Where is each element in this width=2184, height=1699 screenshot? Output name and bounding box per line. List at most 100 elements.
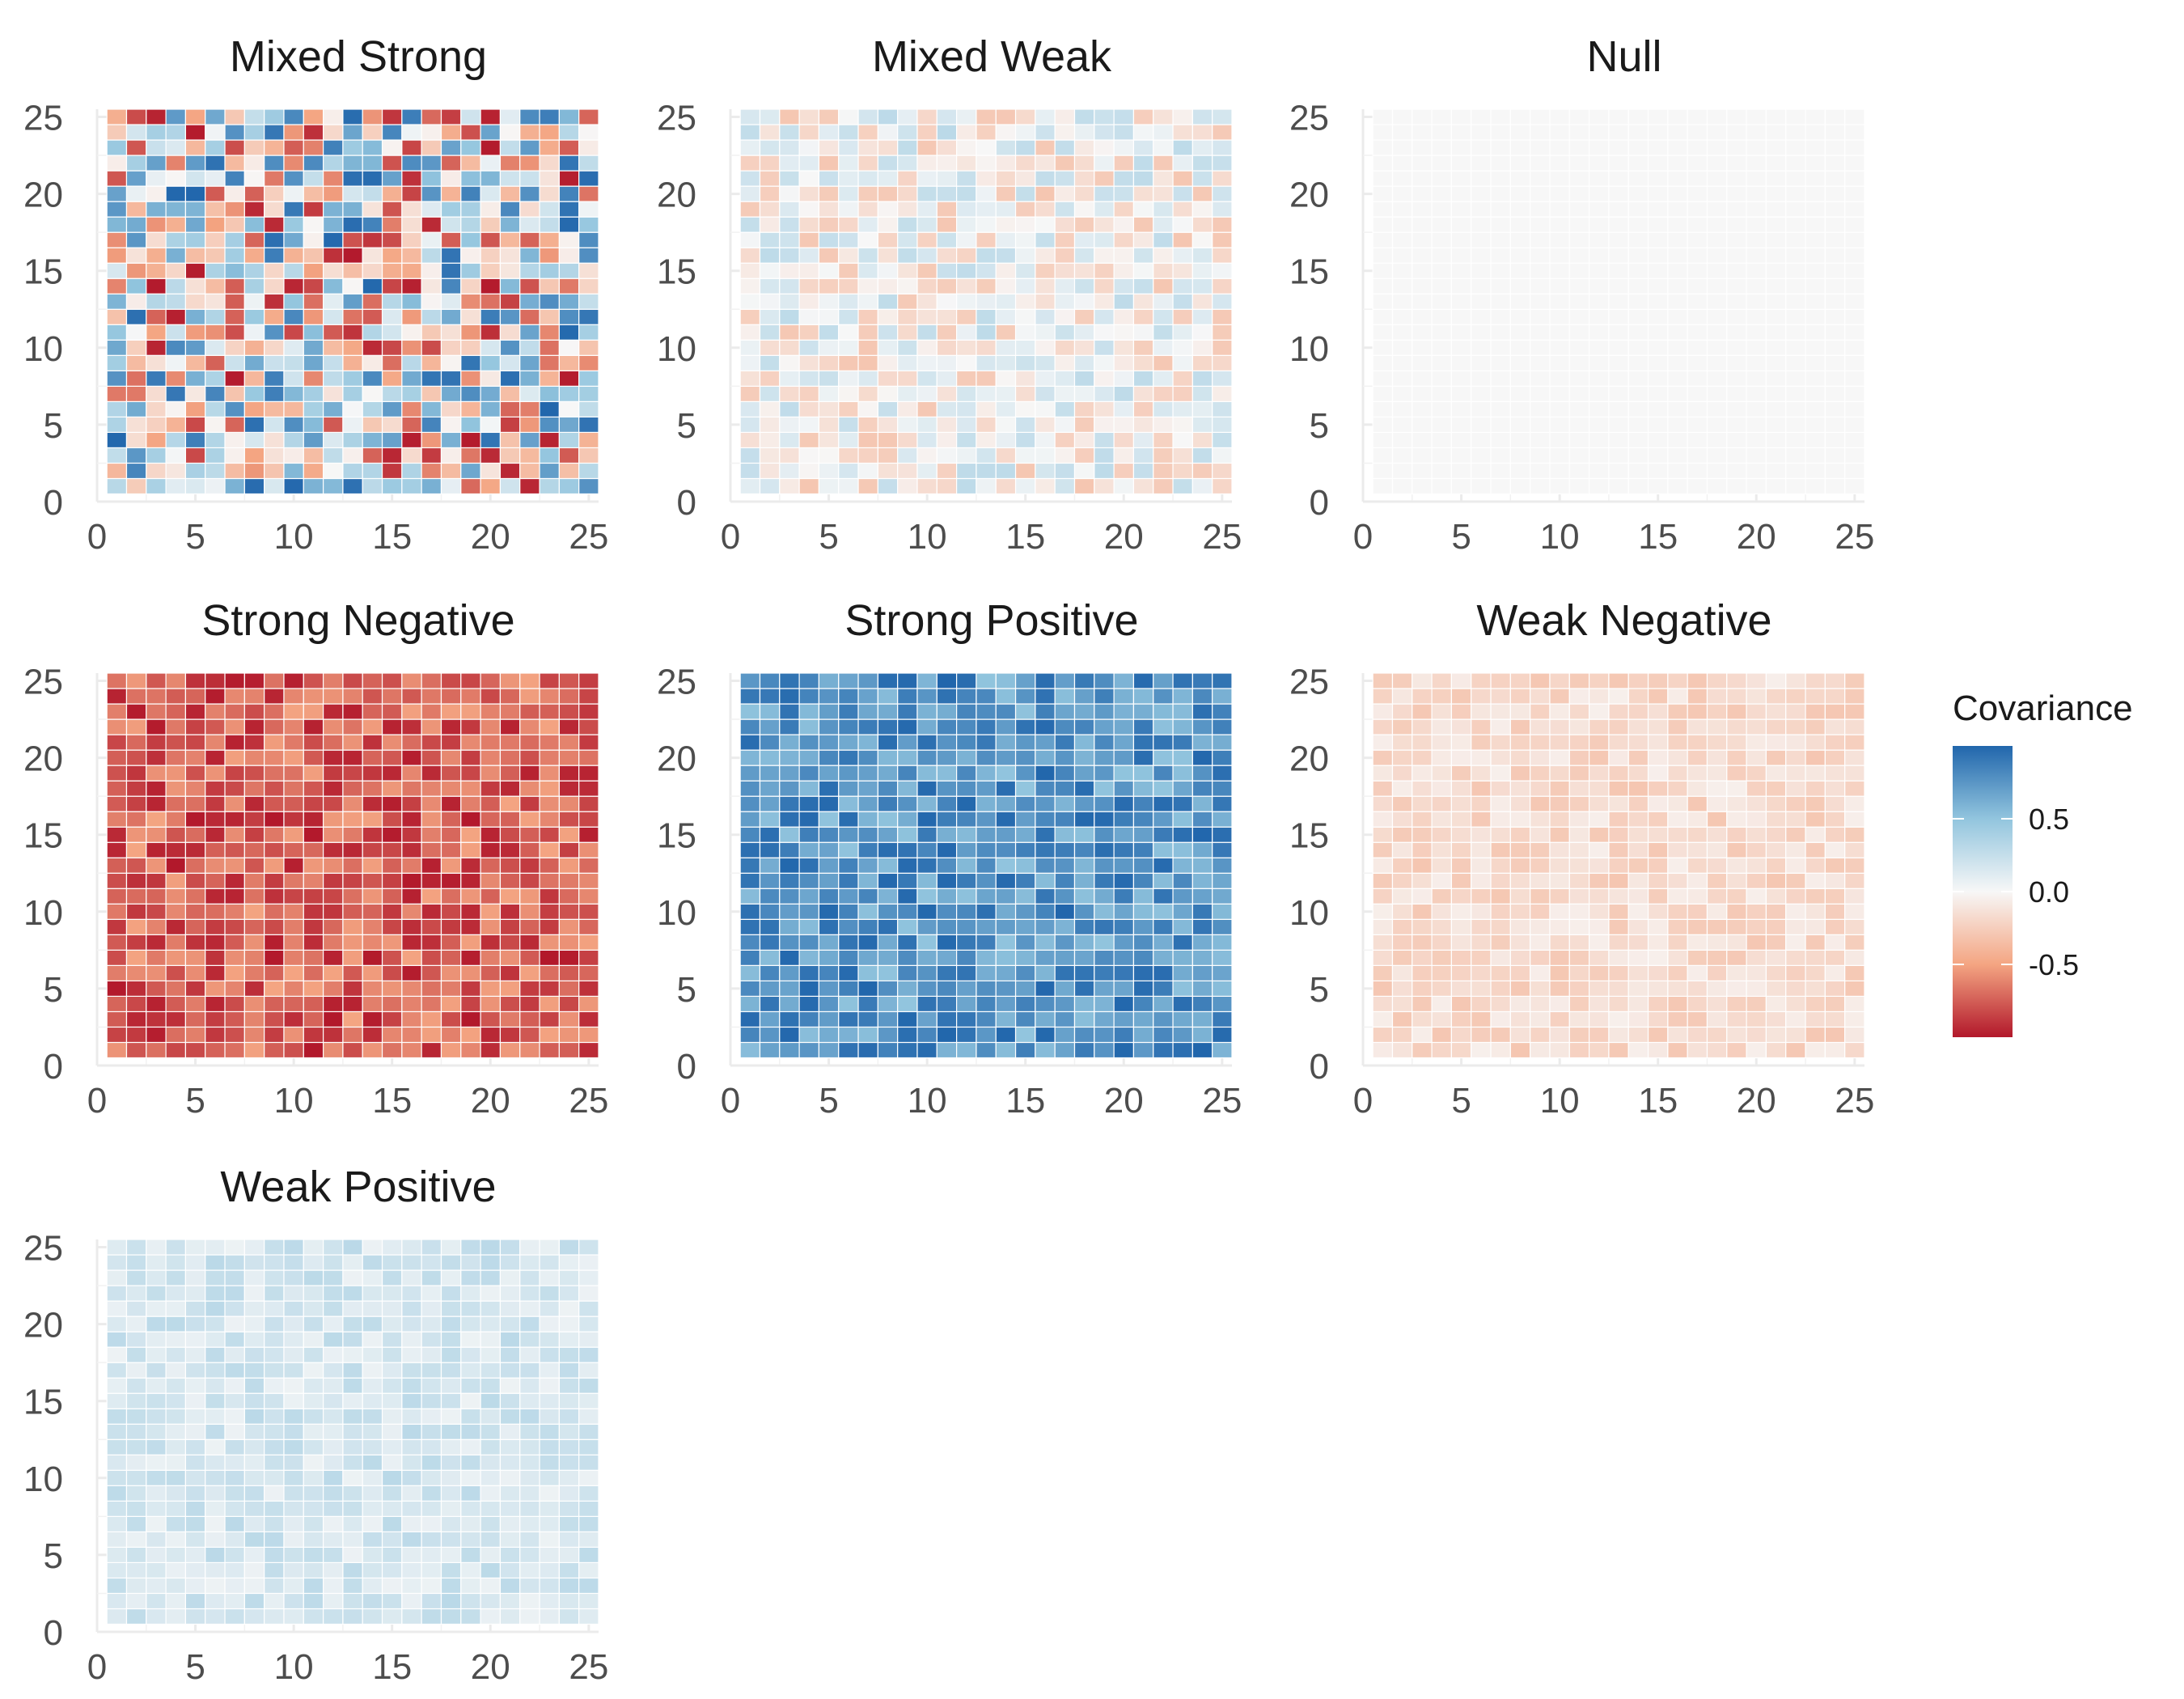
heatmap-tile	[1805, 734, 1826, 751]
heatmap-tile	[1191, 385, 1213, 402]
heatmap-tile	[1212, 795, 1233, 812]
heatmap-tile	[1054, 749, 1076, 766]
heatmap-tile	[1490, 262, 1511, 279]
heatmap-tile	[779, 231, 800, 248]
heatmap-tile	[1172, 293, 1193, 310]
heatmap-tile	[578, 278, 599, 294]
heatmap-tile	[460, 1392, 481, 1409]
heatmap-tile	[936, 308, 958, 325]
heatmap-tile	[1785, 857, 1806, 874]
heatmap-tile	[1627, 293, 1649, 310]
heatmap-tile	[1706, 811, 1728, 828]
heatmap-tile	[184, 1561, 206, 1579]
heatmap-tile	[362, 734, 383, 751]
heatmap-tile	[1706, 124, 1728, 141]
heatmap-tile	[381, 1485, 403, 1502]
heatmap-tile	[916, 293, 938, 310]
heatmap-tile	[1530, 688, 1551, 705]
heatmap-tile	[401, 385, 422, 402]
heatmap-tile	[1687, 124, 1708, 141]
heatmap-tile	[1509, 841, 1531, 858]
heatmap-tile	[106, 1469, 128, 1486]
heatmap-tile	[1627, 980, 1649, 998]
heatmap-tile	[342, 826, 363, 843]
y-tick-label: 20	[657, 739, 696, 779]
heatmap-tile	[342, 170, 363, 187]
heatmap-tile	[460, 1469, 481, 1486]
heatmap-tile	[146, 1531, 167, 1548]
heatmap-tile	[165, 1408, 187, 1425]
heatmap-tile	[125, 718, 147, 735]
heatmap-tile	[857, 811, 878, 828]
heatmap-tile	[995, 354, 1017, 371]
heatmap-tile	[440, 903, 462, 920]
heatmap-tile	[1687, 718, 1708, 735]
heatmap-tile	[146, 995, 167, 1013]
heatmap-tile	[401, 247, 422, 264]
heatmap-tile	[146, 247, 167, 264]
heatmap-tile	[499, 964, 521, 981]
heatmap-tile	[125, 1531, 147, 1548]
heatmap-tile	[1153, 672, 1174, 689]
heatmap-tile	[421, 1269, 442, 1286]
heatmap-tile	[1509, 108, 1531, 125]
heatmap-tile	[1412, 749, 1433, 766]
heatmap-tile	[1785, 400, 1806, 417]
heatmap-tile	[381, 462, 403, 480]
heatmap-tile	[165, 385, 187, 402]
heatmap-tile	[838, 262, 859, 279]
heatmap-tile	[381, 139, 403, 156]
heatmap-tile	[956, 841, 977, 858]
heatmap-tile	[1844, 400, 1865, 417]
heatmap-tile	[440, 1254, 462, 1271]
heatmap-tile	[243, 170, 265, 187]
heatmap-tile	[916, 934, 938, 951]
heatmap-tile	[818, 308, 840, 325]
heatmap-tile	[1647, 1026, 1669, 1044]
heatmap-tile	[165, 1331, 187, 1348]
heatmap-tile	[1805, 170, 1826, 187]
heatmap-tile	[146, 795, 167, 812]
heatmap-tile	[146, 1362, 167, 1379]
heatmap-tile	[1726, 1026, 1747, 1044]
heatmap-tile	[362, 918, 383, 935]
heatmap-tile	[125, 1254, 147, 1271]
heatmap-tile	[342, 185, 363, 202]
heatmap-tile	[936, 201, 958, 218]
heatmap-tile	[283, 1500, 304, 1517]
heatmap-tile	[421, 980, 442, 998]
heatmap-tile	[1014, 918, 1036, 935]
heatmap-tile	[1785, 826, 1806, 843]
heatmap-tile	[519, 308, 540, 325]
heatmap-tile	[1706, 278, 1728, 294]
heatmap-tile	[1132, 201, 1154, 218]
heatmap-tile	[1667, 688, 1688, 705]
heatmap-tile	[897, 749, 918, 766]
heatmap-tile	[1014, 324, 1036, 341]
heatmap-tile	[1094, 872, 1115, 889]
heatmap-tile	[779, 841, 800, 858]
heatmap-tile	[519, 462, 540, 480]
heatmap-tile	[916, 1011, 938, 1028]
heatmap-tile	[125, 872, 147, 889]
heatmap-tile	[519, 826, 540, 843]
heatmap-tile	[1450, 1041, 1472, 1059]
heatmap-tile	[401, 1454, 422, 1471]
heatmap-tile	[421, 918, 442, 935]
heatmap-tile	[205, 1515, 226, 1532]
heatmap-tile	[1212, 1011, 1233, 1028]
heatmap-tile	[440, 795, 462, 812]
heatmap-tile	[578, 1592, 599, 1610]
heatmap-tile	[936, 995, 958, 1013]
heatmap-tile	[857, 780, 878, 797]
heatmap-tile	[1073, 672, 1095, 689]
heatmap-tile	[460, 416, 481, 434]
heatmap-tile	[818, 826, 840, 843]
heatmap-tile	[1765, 734, 1787, 751]
heatmap-tile	[759, 339, 781, 356]
heatmap-tile	[857, 718, 878, 735]
heatmap-tile	[1035, 964, 1056, 981]
heatmap-tile	[818, 703, 840, 720]
heatmap-tile	[1549, 308, 1570, 325]
heatmap-tile	[184, 247, 206, 264]
